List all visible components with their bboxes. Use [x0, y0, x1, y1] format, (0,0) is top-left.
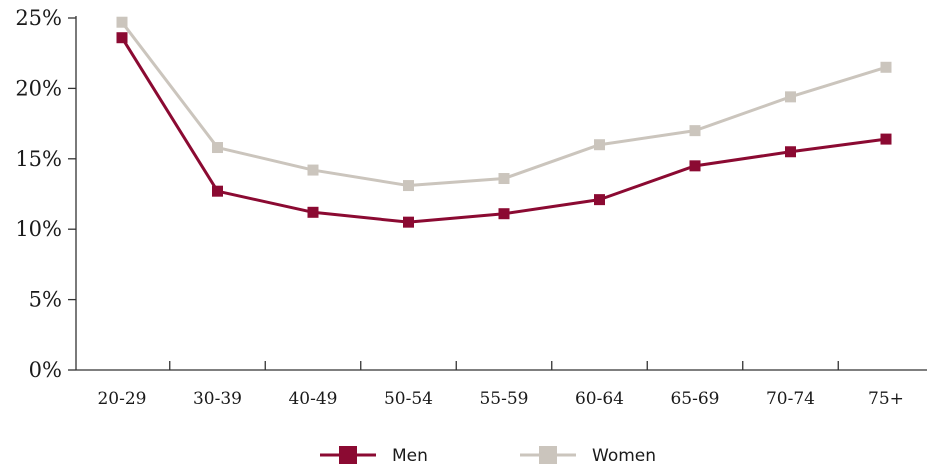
data-point-men	[594, 194, 605, 206]
x-tick-label: 50-54	[384, 389, 433, 409]
x-tick-label: 40-49	[288, 389, 337, 409]
legend-label: Men	[392, 446, 428, 466]
data-point-women	[116, 16, 128, 28]
data-point-men	[689, 160, 701, 172]
series-line-women	[120, 21, 887, 188]
data-point-women	[307, 164, 319, 176]
legend-item-men: Men	[320, 446, 428, 466]
y-tick-label: 10%	[15, 217, 62, 241]
x-tick-label: 55-59	[479, 389, 528, 409]
x-tick-label: 75+	[868, 389, 904, 409]
data-point-women	[689, 125, 701, 137]
series-men	[116, 32, 892, 228]
series-women	[116, 16, 892, 192]
legend-marker	[339, 446, 357, 464]
y-tick-label: 20%	[15, 76, 62, 100]
data-point-women	[594, 139, 605, 151]
data-point-men	[498, 208, 510, 220]
y-tick-label: 25%	[15, 6, 62, 30]
legend: Men Women	[320, 446, 656, 466]
axes: 0% 5% 10% 15% 20% 25% 20-29 30-39 40-49 50-54 55-5…	[15, 6, 927, 409]
data-point-women	[785, 91, 796, 103]
legend-marker	[539, 446, 557, 464]
legend-item-women: Women	[520, 446, 656, 466]
x-tick-label: 30-39	[193, 389, 242, 409]
y-tick-label: 15%	[15, 147, 62, 171]
x-tick-label: 70-74	[766, 389, 815, 409]
data-point-men	[785, 146, 796, 158]
data-point-women	[880, 61, 892, 73]
data-point-women	[403, 180, 414, 192]
data-point-men	[880, 133, 892, 145]
legend-label: Women	[592, 446, 656, 466]
y-tick-label: 0%	[29, 358, 62, 382]
data-point-women	[212, 142, 223, 154]
data-point-men	[212, 185, 223, 197]
x-tick-label: 60-64	[575, 389, 624, 409]
series-layer	[116, 16, 892, 228]
series-line-men	[120, 36, 887, 224]
y-tick-label: 5%	[29, 288, 62, 312]
x-tick-label: 20-29	[97, 389, 146, 409]
data-point-men	[307, 206, 319, 218]
data-point-men	[403, 216, 414, 228]
data-point-men	[116, 32, 128, 44]
data-point-women	[498, 173, 510, 185]
x-tick-label: 65-69	[670, 389, 719, 409]
